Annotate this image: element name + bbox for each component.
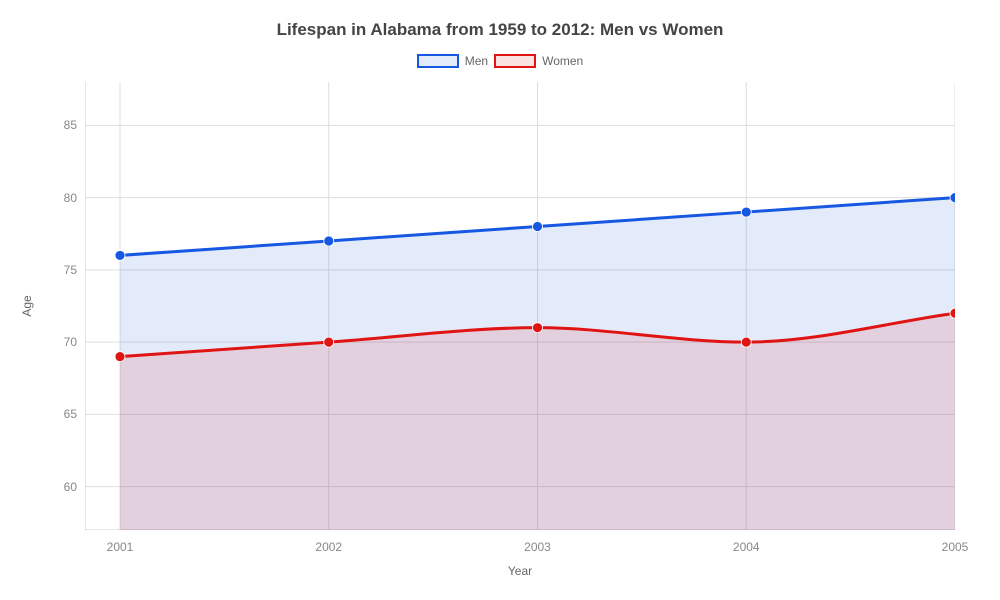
x-axis-label: Year — [508, 564, 532, 578]
y-tick-label: 60 — [55, 480, 77, 494]
x-tick-label: 2001 — [107, 540, 134, 554]
marker-women — [324, 337, 334, 347]
chart-title: Lifespan in Alabama from 1959 to 2012: M… — [0, 20, 1000, 40]
y-tick-label: 70 — [55, 335, 77, 349]
y-tick-label: 85 — [55, 118, 77, 132]
y-tick-label: 65 — [55, 407, 77, 421]
legend-item-men: Men — [417, 54, 488, 68]
marker-women — [115, 352, 125, 362]
legend-label-men: Men — [465, 54, 488, 68]
legend-swatch-women — [494, 54, 536, 68]
chart-svg — [85, 82, 955, 530]
marker-men — [741, 207, 751, 217]
y-tick-label: 80 — [55, 191, 77, 205]
y-axis-label: Age — [20, 295, 34, 316]
marker-men — [533, 222, 543, 232]
x-tick-label: 2005 — [942, 540, 969, 554]
legend-label-women: Women — [542, 54, 583, 68]
marker-women — [533, 323, 543, 333]
chart-legend: Men Women — [0, 54, 1000, 68]
marker-men — [115, 250, 125, 260]
legend-item-women: Women — [494, 54, 583, 68]
x-tick-label: 2002 — [315, 540, 342, 554]
y-tick-label: 75 — [55, 263, 77, 277]
x-tick-label: 2004 — [733, 540, 760, 554]
plot-area — [85, 82, 955, 530]
marker-men — [324, 236, 334, 246]
legend-swatch-men — [417, 54, 459, 68]
marker-women — [741, 337, 751, 347]
x-tick-label: 2003 — [524, 540, 551, 554]
